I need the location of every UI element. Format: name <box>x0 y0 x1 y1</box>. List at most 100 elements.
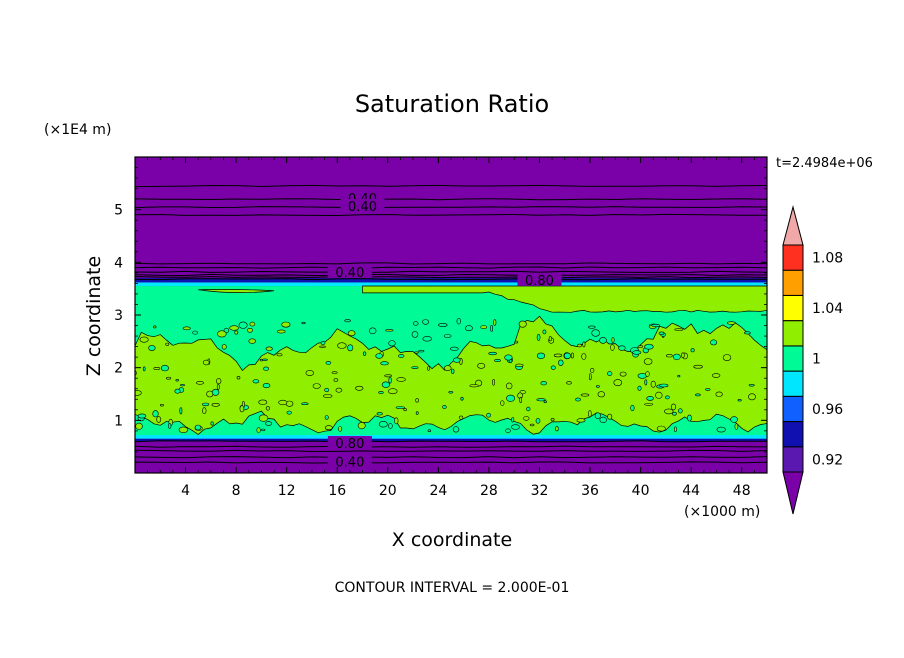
contour-blob <box>388 388 398 395</box>
x-tick-label: 8 <box>232 483 241 499</box>
contour-blob <box>411 331 419 338</box>
contour-line <box>135 440 767 443</box>
contour-line <box>135 266 767 269</box>
contour-blob <box>715 391 723 397</box>
x-axis-label: X coordinate <box>392 529 512 551</box>
contour-blob <box>335 387 343 393</box>
contour-blob <box>324 425 333 431</box>
x-tick-label: 40 <box>632 483 650 499</box>
contour-blob <box>347 344 354 352</box>
region-upper-edge <box>135 282 767 287</box>
contour-blob <box>331 371 338 374</box>
contour-blob <box>610 344 615 351</box>
colorbar-segment <box>782 370 804 397</box>
contour-label: 0.40 <box>335 455 364 470</box>
contour-blob <box>666 354 673 358</box>
colorbar-segment <box>782 345 804 372</box>
contour-blob <box>277 329 286 334</box>
contour-blob <box>449 346 459 351</box>
contour-blob <box>518 320 527 328</box>
x-tick-label: 48 <box>733 483 751 499</box>
contour-blob <box>357 422 366 430</box>
contour-blob <box>422 336 432 342</box>
colorbar-tick-label: 1 <box>812 352 821 368</box>
contour-blob <box>427 429 432 433</box>
contour-blob <box>607 413 613 420</box>
contour-blob <box>734 423 739 430</box>
contour-blob <box>210 421 214 426</box>
contour-blob <box>646 396 654 401</box>
colorbar-segment <box>782 320 804 347</box>
contour-blob <box>261 428 266 432</box>
contour-blob <box>536 352 546 359</box>
contour-line <box>135 461 767 464</box>
x-tick-label: 20 <box>379 483 397 499</box>
colorbar-segment <box>782 421 804 448</box>
contour-blob <box>536 398 546 402</box>
contour-line <box>135 273 767 277</box>
contour-blob <box>594 412 601 420</box>
y-unit-label: (×1E4 m) <box>44 122 111 138</box>
contour-label-bg <box>327 454 372 468</box>
contour-line <box>135 262 767 265</box>
contour-blob <box>394 417 399 425</box>
contour-blob <box>577 343 582 348</box>
contour-blob <box>613 379 623 387</box>
contour-blob <box>380 361 389 366</box>
contour-blob <box>323 394 333 399</box>
colorbar: 0.92 0.96 1 1.04 1.08 <box>782 205 843 515</box>
contour-blob <box>381 381 391 388</box>
y-tick-label: 1 <box>114 413 123 429</box>
contour-blob <box>588 373 592 381</box>
contour-blob <box>376 412 383 416</box>
contour-blob <box>265 346 273 351</box>
contour-blob <box>711 373 721 378</box>
contour-blob <box>693 364 703 369</box>
colorbar-below-arrow <box>782 471 804 515</box>
y-tick-label: 5 <box>114 203 123 219</box>
colorbar-tick-label: 1.04 <box>812 301 843 317</box>
contour-blob <box>156 416 162 423</box>
contour-blob <box>234 330 239 335</box>
colorbar-tick-label: 0.92 <box>812 452 843 468</box>
contour-blob <box>737 399 742 402</box>
contour-blob <box>492 378 496 386</box>
contour-blob <box>238 321 248 329</box>
contour-blob <box>438 322 448 327</box>
contour-lines <box>135 184 767 464</box>
contour-blob <box>540 381 547 386</box>
contour-blob <box>504 354 513 361</box>
contour-blob <box>506 394 516 402</box>
contour-blob <box>258 414 269 422</box>
contour-blob <box>142 366 146 372</box>
contour-blob <box>493 319 497 326</box>
contour-blob <box>748 393 756 401</box>
contour-blob <box>674 426 677 433</box>
contour-blob <box>563 352 571 359</box>
contour-blob <box>178 426 189 433</box>
contour-blob <box>443 365 452 371</box>
contour-line <box>135 445 767 448</box>
contour-blob <box>403 408 407 412</box>
contour-blob <box>153 325 157 329</box>
contour-blob <box>651 323 661 327</box>
y-axis-label: Z coordinate <box>83 256 105 376</box>
contour-blob <box>658 331 665 335</box>
contour-blob <box>363 351 367 356</box>
contour-blob <box>211 388 220 396</box>
contour-blob <box>258 399 268 405</box>
contour-blob <box>196 380 205 385</box>
contour-blob <box>194 424 202 431</box>
contour-blob <box>597 391 605 398</box>
contour-blob <box>179 407 183 415</box>
y-tick-label: 4 <box>114 255 123 271</box>
colorbar-tick-label: 1.08 <box>812 251 843 267</box>
contour-blob <box>159 404 164 407</box>
contour-blob <box>644 343 654 350</box>
contour-blob <box>581 353 587 360</box>
contour-label: 0.80 <box>525 274 554 289</box>
contour-blob <box>590 367 595 373</box>
contour-blob <box>464 325 473 332</box>
contour-blob <box>576 418 586 423</box>
contour-blob <box>536 333 541 341</box>
